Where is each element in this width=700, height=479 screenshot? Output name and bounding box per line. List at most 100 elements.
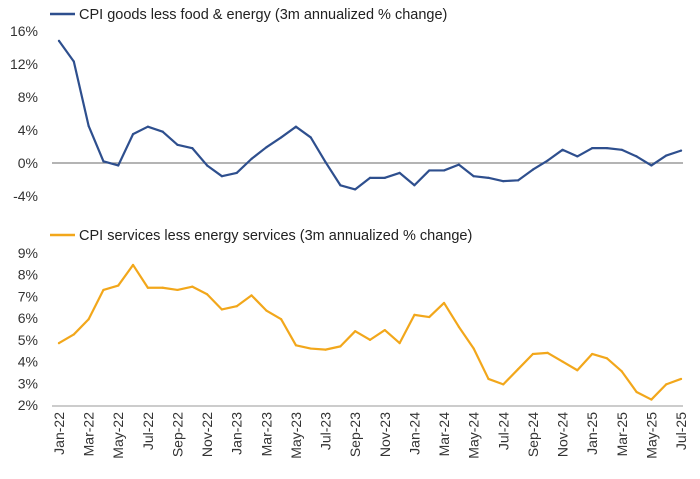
x-tick-label: Mar-23 (258, 412, 274, 457)
top-point (250, 157, 253, 160)
bottom-point (546, 351, 549, 354)
bottom-point (309, 347, 312, 350)
x-tick-label: Jan-23 (229, 412, 245, 455)
top-series-line (57, 39, 683, 191)
top-point (280, 136, 283, 139)
top-point (131, 133, 135, 136)
bottom-point (502, 383, 505, 386)
top-point (531, 168, 535, 171)
top-point (191, 147, 194, 150)
bottom-point (250, 294, 253, 297)
top-point (679, 149, 683, 152)
bottom-point (442, 301, 446, 305)
top-point (57, 39, 61, 43)
bottom-ytick-label: 7% (18, 288, 38, 304)
top-point (605, 147, 609, 150)
top-plot-area (52, 39, 683, 191)
bottom-ytick-label: 4% (18, 354, 38, 370)
bottom-point (516, 368, 520, 371)
top-point (413, 184, 416, 187)
bottom-ytick-label: 2% (18, 397, 38, 413)
top-point (294, 125, 298, 128)
x-tick-label: Mar-24 (436, 412, 452, 457)
x-tick-label: Sep-24 (525, 412, 541, 457)
top-ytick-label: 4% (18, 122, 38, 138)
top-point (428, 169, 431, 172)
bottom-point (57, 342, 61, 345)
x-tick-label: Jul-25 (673, 412, 689, 450)
bottom-point (191, 285, 194, 288)
top-ytick-label: 12% (10, 56, 38, 72)
x-axis: Jan-22 Mar-22 May-22 Jul-22 Sep-22 Nov-22 Jan-… (51, 405, 689, 459)
top-point (472, 175, 475, 178)
bottom-point (428, 315, 431, 319)
bottom-point (487, 377, 490, 381)
bottom-point (665, 383, 668, 386)
top-ytick-label: -4% (13, 188, 38, 204)
bottom-point (398, 342, 401, 345)
top-point (516, 179, 520, 182)
bottom-point (265, 309, 268, 312)
top-point (87, 124, 90, 127)
bottom-point (605, 357, 609, 360)
top-point (502, 180, 505, 183)
bottom-point (576, 369, 579, 372)
top-point (383, 176, 386, 179)
top-point (265, 146, 268, 149)
bottom-ytick-label: 8% (18, 267, 38, 283)
x-tick-label: May-23 (288, 412, 304, 459)
x-tick-label: Jan-25 (584, 412, 600, 455)
bottom-point (235, 305, 238, 308)
x-tick-label: Sep-23 (347, 412, 363, 457)
bottom-series-line (57, 263, 683, 401)
bottom-point (650, 398, 653, 401)
bottom-point (383, 328, 386, 332)
bottom-point (354, 330, 357, 333)
top-point (176, 143, 179, 146)
top-point (161, 130, 164, 133)
top-point (339, 184, 342, 187)
bottom-point (591, 352, 594, 356)
bottom-point (294, 344, 298, 347)
top-point (117, 164, 120, 167)
top-point (398, 171, 401, 174)
top-legend-label: CPI goods less food & energy (3m annuali… (79, 7, 447, 23)
top-point (650, 164, 653, 167)
x-tick-label: Nov-23 (377, 412, 393, 457)
top-ytick-label: 8% (18, 89, 38, 105)
top-point (561, 148, 564, 151)
top-point (354, 188, 357, 191)
top-point (620, 148, 623, 151)
top-point (368, 176, 372, 179)
x-tick-label: Mar-22 (81, 412, 97, 457)
top-point (457, 163, 460, 166)
bottom-point (620, 370, 623, 373)
bottom-y-axis: 9% 8% 7% 6% 5% 4% 3% 2% (18, 245, 38, 413)
bottom-legend: CPI services less energy services (3m an… (50, 228, 472, 244)
top-legend: CPI goods less food & energy (3m annuali… (50, 7, 447, 23)
top-point (324, 161, 327, 164)
bottom-point (146, 286, 149, 289)
top-point (102, 160, 105, 163)
bottom-point (457, 325, 460, 328)
top-point (635, 155, 638, 158)
bottom-point (324, 348, 327, 351)
bottom-point (368, 338, 372, 341)
top-point (487, 176, 490, 179)
bottom-point (87, 318, 90, 321)
x-tick-label: Nov-24 (555, 412, 571, 457)
top-point (546, 159, 549, 162)
top-point (442, 169, 446, 172)
top-point (309, 136, 312, 139)
bottom-point (531, 352, 535, 356)
top-y-axis: 16% 12% 8% 4% 0% -4% (10, 23, 38, 204)
bottom-point (161, 286, 164, 289)
top-point (235, 171, 238, 174)
x-tick-label: Jan-22 (51, 412, 67, 455)
bottom-ytick-label: 3% (18, 375, 38, 391)
bottom-point (176, 288, 179, 292)
top-point (220, 175, 224, 178)
bottom-point (280, 318, 283, 321)
top-point (576, 155, 579, 158)
x-tick-label: May-22 (110, 412, 126, 459)
